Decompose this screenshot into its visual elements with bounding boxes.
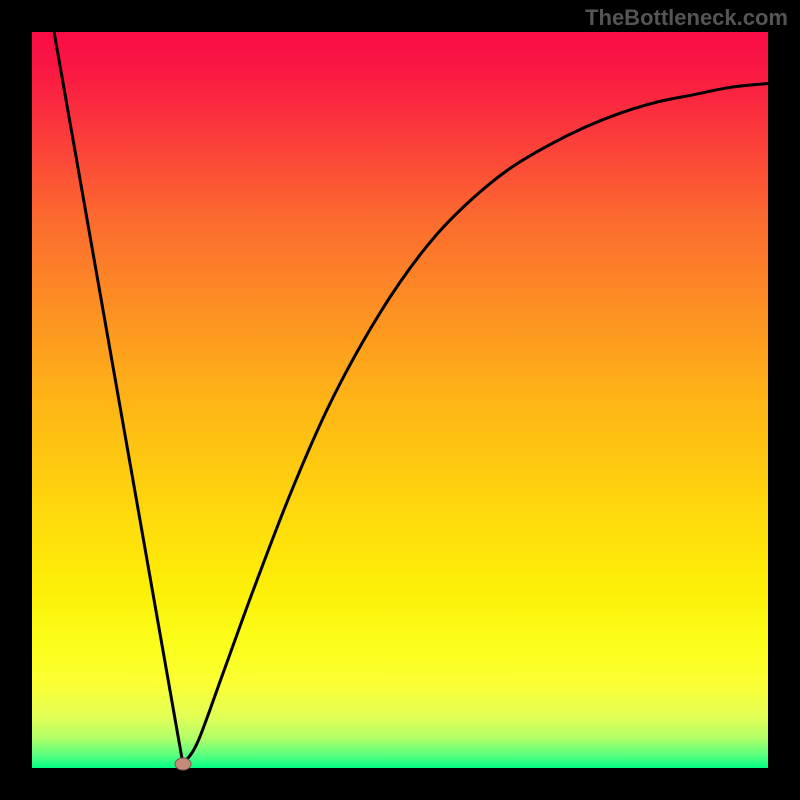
watermark-label: TheBottleneck.com	[585, 5, 788, 31]
minimum-marker-icon	[174, 757, 192, 771]
bottleneck-curve	[54, 32, 768, 764]
marker-ellipse	[175, 758, 191, 770]
plot-area	[32, 32, 768, 768]
curve-svg	[32, 32, 768, 768]
chart-root: TheBottleneck.com	[0, 0, 800, 800]
